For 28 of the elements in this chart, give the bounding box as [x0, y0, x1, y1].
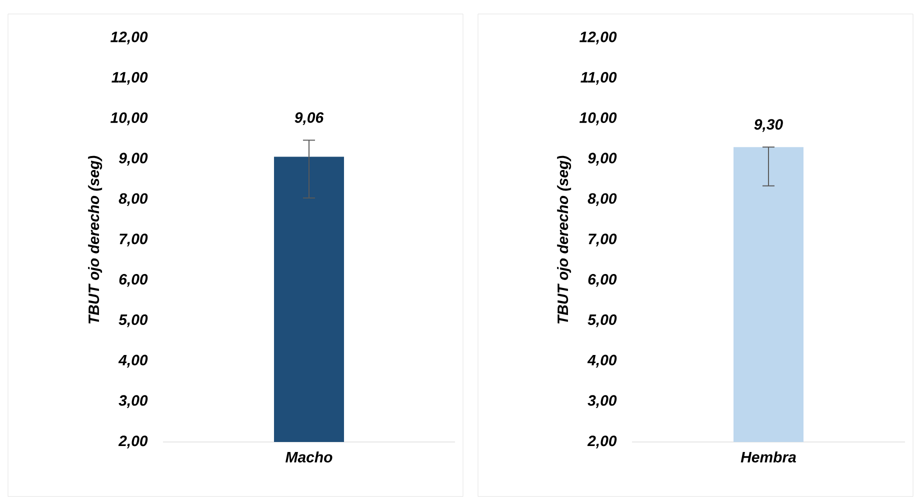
y-tick-label: 11,00 — [112, 72, 148, 85]
y-tick-label: 12,00 — [580, 32, 617, 44]
y-tick-label: 5,00 — [588, 314, 617, 328]
y-tick-label: 9,00 — [118, 152, 148, 166]
y-tick-label: 7,00 — [588, 234, 617, 246]
x-tick-label: Macho — [286, 451, 332, 462]
y-tick-label: 7,00 — [120, 234, 148, 246]
y-tick-label: 4,00 — [587, 354, 617, 368]
y-tick-label: 3,00 — [118, 395, 148, 408]
y-tick-label: 10,00 — [580, 112, 617, 126]
y-tick-label: 4,00 — [118, 354, 148, 368]
y-tick-label: 8,00 — [588, 193, 617, 206]
y-tick-label: 6,00 — [119, 274, 148, 287]
y-tick-label: 5,00 — [118, 314, 148, 328]
x-tick-label: Hembra — [740, 451, 796, 462]
y-tick-label: 12,00 — [110, 32, 148, 44]
y-tick-label: 8,00 — [118, 193, 148, 206]
data-label: 9,06 — [294, 112, 324, 125]
y-axis-title: TBUT ojo derecho (seg) — [88, 156, 102, 324]
y-tick-label: 2,00 — [587, 436, 617, 448]
y-tick-label: 6,00 — [588, 274, 617, 287]
y-tick-label: 10,00 — [110, 112, 148, 126]
y-tick-label: 9,00 — [588, 152, 617, 166]
y-axis-title: TBUT ojo derecho (seg) — [557, 156, 572, 324]
y-tick-label: 2,00 — [118, 436, 148, 448]
y-tick-label: 11,00 — [580, 72, 617, 85]
y-tick-label: 3,00 — [588, 395, 617, 408]
data-label: 9,30 — [754, 119, 783, 132]
